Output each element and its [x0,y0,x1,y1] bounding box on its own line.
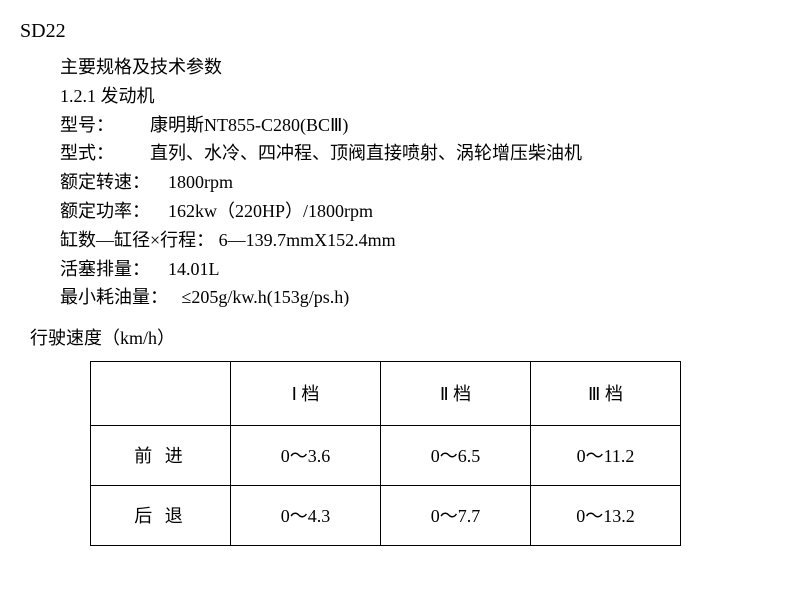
spec-rated-power-label: 额定功率： [60,201,150,221]
spec-displacement-value: 14.01L [168,259,220,279]
col-gear-1: Ⅰ 档 [231,361,381,425]
spec-rated-speed-label: 额定转速： [60,172,150,192]
table-header-row: Ⅰ 档 Ⅱ 档 Ⅲ 档 [91,361,681,425]
spec-subheader: 1.2.1 发动机 [60,82,800,111]
speed-table: Ⅰ 档 Ⅱ 档 Ⅲ 档 前 进 0～3.6 0～6.5 0～11.2 后 退 0… [90,361,681,546]
spec-block: 主要规格及技术参数 1.2.1 发动机 型号： 康明斯NT855-C280(BC… [0,53,800,312]
speed-table-container: Ⅰ 档 Ⅱ 档 Ⅲ 档 前 进 0～3.6 0～6.5 0～11.2 后 退 0… [0,357,800,546]
spec-fuel-value: ≤205g/kw.h(153g/ps.h) [182,287,350,307]
spec-rated-power: 额定功率： 162kw（220HP）/1800rpm [60,197,800,226]
col-gear-3: Ⅲ 档 [531,361,681,425]
table-row: 后 退 0～4.3 0～7.7 0～13.2 [91,485,681,545]
table-row: 前 进 0～3.6 0～6.5 0～11.2 [91,425,681,485]
spec-model-label: 型号： [60,115,114,135]
spec-rated-speed-value: 1800rpm [168,172,233,192]
cell-reverse-3: 0～13.2 [531,485,681,545]
spec-rated-speed: 额定转速： 1800rpm [60,168,800,197]
spec-model: 型号： 康明斯NT855-C280(BCⅢ) [60,111,800,140]
travel-speed-label: 行驶速度（km/h） [0,312,800,357]
row-forward-label: 前 进 [91,425,231,485]
spec-fuel: 最小耗油量： ≤205g/kw.h(153g/ps.h) [60,283,800,312]
spec-displacement-label: 活塞排量： [60,259,150,279]
spec-rated-power-value: 162kw（220HP）/1800rpm [168,201,373,221]
spec-type: 型式： 直列、水冷、四冲程、顶阀直接喷射、涡轮增压柴油机 [60,139,800,168]
page-title: SD22 [0,0,800,53]
cell-forward-3: 0～11.2 [531,425,681,485]
cell-reverse-1: 0～4.3 [231,485,381,545]
col-gear-2: Ⅱ 档 [381,361,531,425]
cell-forward-2: 0～6.5 [381,425,531,485]
spec-type-value: 直列、水冷、四冲程、顶阀直接喷射、涡轮增压柴油机 [150,143,582,163]
spec-model-value: 康明斯NT855-C280(BCⅢ) [150,115,348,135]
spec-cylinder-value: 6—139.7mmX152.4mm [219,230,396,250]
spec-type-label: 型式： [60,143,114,163]
cell-reverse-2: 0～7.7 [381,485,531,545]
spec-fuel-label: 最小耗油量： [60,287,168,307]
row-reverse-label: 后 退 [91,485,231,545]
cell-forward-1: 0～3.6 [231,425,381,485]
spec-cylinder-label: 缸数—缸径×行程： [60,230,214,250]
spec-displacement: 活塞排量： 14.01L [60,255,800,284]
table-corner [91,361,231,425]
spec-cylinder: 缸数—缸径×行程： 6—139.7mmX152.4mm [60,226,800,255]
spec-header: 主要规格及技术参数 [60,53,800,82]
